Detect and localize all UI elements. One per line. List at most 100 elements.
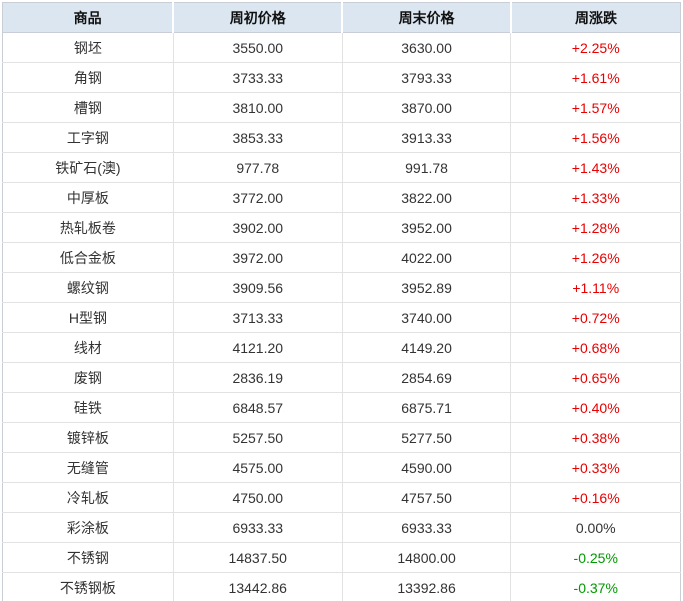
product-name: 螺纹钢 bbox=[2, 272, 174, 303]
week-start-price: 3909.56 bbox=[172, 272, 343, 303]
week-start-price: 3550.00 bbox=[172, 32, 343, 63]
week-end-price: 4590.00 bbox=[341, 452, 511, 483]
week-start-price: 3772.00 bbox=[172, 182, 343, 213]
product-name: 槽钢 bbox=[2, 92, 174, 123]
product-name: 无缝管 bbox=[2, 452, 174, 483]
week-start-price: 5257.50 bbox=[172, 422, 343, 453]
product-name: H型钢 bbox=[2, 302, 174, 333]
week-end-price: 3793.33 bbox=[341, 62, 511, 93]
weekly-change: +0.16% bbox=[510, 482, 681, 513]
table-row: 冷轧板 4750.00 4757.50 +0.16% bbox=[2, 482, 681, 513]
col-header-week-start-price: 周初价格 bbox=[172, 2, 343, 33]
product-name: 线材 bbox=[2, 332, 174, 363]
week-start-price: 3853.33 bbox=[172, 122, 343, 153]
table-row: 螺纹钢 3909.56 3952.89 +1.11% bbox=[2, 272, 681, 303]
weekly-change: +0.38% bbox=[510, 422, 681, 453]
week-end-price: 5277.50 bbox=[341, 422, 511, 453]
week-start-price: 4121.20 bbox=[172, 332, 343, 363]
table-row: H型钢 3713.33 3740.00 +0.72% bbox=[2, 302, 681, 333]
table-row: 角钢 3733.33 3793.33 +1.61% bbox=[2, 62, 681, 93]
week-start-price: 14837.50 bbox=[172, 542, 343, 573]
week-start-price: 3733.33 bbox=[172, 62, 343, 93]
product-name: 不锈钢 bbox=[2, 542, 174, 573]
week-end-price: 4149.20 bbox=[341, 332, 511, 363]
weekly-change: +0.33% bbox=[510, 452, 681, 483]
week-end-price: 4022.00 bbox=[341, 242, 511, 273]
product-name: 角钢 bbox=[2, 62, 174, 93]
product-name: 硅铁 bbox=[2, 392, 174, 423]
product-name: 中厚板 bbox=[2, 182, 174, 213]
weekly-change: +1.43% bbox=[510, 152, 681, 183]
week-start-price: 2836.19 bbox=[172, 362, 343, 393]
week-start-price: 3713.33 bbox=[172, 302, 343, 333]
table-row: 硅铁 6848.57 6875.71 +0.40% bbox=[2, 392, 681, 423]
weekly-change: -0.25% bbox=[510, 542, 681, 573]
weekly-change: +0.40% bbox=[510, 392, 681, 423]
weekly-change: +2.25% bbox=[510, 32, 681, 63]
week-start-price: 6848.57 bbox=[172, 392, 343, 423]
week-end-price: 3870.00 bbox=[341, 92, 511, 123]
table-row: 钢坯 3550.00 3630.00 +2.25% bbox=[2, 32, 681, 63]
table-row: 无缝管 4575.00 4590.00 +0.33% bbox=[2, 452, 681, 483]
table-row: 铁矿石(澳) 977.78 991.78 +1.43% bbox=[2, 152, 681, 183]
table-row: 热轧板卷 3902.00 3952.00 +1.28% bbox=[2, 212, 681, 243]
table-row: 废钢 2836.19 2854.69 +0.65% bbox=[2, 362, 681, 393]
week-end-price: 3952.89 bbox=[341, 272, 511, 303]
product-name: 冷轧板 bbox=[2, 482, 174, 513]
col-header-weekly-change: 周涨跌 bbox=[509, 2, 681, 33]
week-start-price: 3810.00 bbox=[172, 92, 343, 123]
weekly-change: +1.11% bbox=[510, 272, 681, 303]
week-end-price: 4757.50 bbox=[341, 482, 511, 513]
week-end-price: 6875.71 bbox=[341, 392, 511, 423]
product-name: 低合金板 bbox=[2, 242, 174, 273]
week-start-price: 3902.00 bbox=[172, 212, 343, 243]
week-start-price: 4750.00 bbox=[172, 482, 343, 513]
weekly-change: +1.26% bbox=[510, 242, 681, 273]
product-name: 镀锌板 bbox=[2, 422, 174, 453]
week-start-price: 13442.86 bbox=[172, 572, 343, 601]
week-start-price: 3972.00 bbox=[172, 242, 343, 273]
table-row: 中厚板 3772.00 3822.00 +1.33% bbox=[2, 182, 681, 213]
week-end-price: 3630.00 bbox=[341, 32, 511, 63]
col-header-product: 商品 bbox=[2, 2, 174, 33]
table-row: 槽钢 3810.00 3870.00 +1.57% bbox=[2, 92, 681, 123]
weekly-change: +1.56% bbox=[510, 122, 681, 153]
weekly-change: +1.57% bbox=[510, 92, 681, 123]
weekly-change: +0.65% bbox=[510, 362, 681, 393]
weekly-change: +1.61% bbox=[510, 62, 681, 93]
table-row: 不锈钢板 13442.86 13392.86 -0.37% bbox=[2, 572, 681, 601]
table-row: 不锈钢 14837.50 14800.00 -0.25% bbox=[2, 542, 681, 573]
week-end-price: 3740.00 bbox=[341, 302, 511, 333]
week-start-price: 6933.33 bbox=[172, 512, 343, 543]
week-end-price: 2854.69 bbox=[341, 362, 511, 393]
table-row: 工字钢 3853.33 3913.33 +1.56% bbox=[2, 122, 681, 153]
table-row: 镀锌板 5257.50 5277.50 +0.38% bbox=[2, 422, 681, 453]
table-body: 钢坯 3550.00 3630.00 +2.25% 角钢 3733.33 379… bbox=[2, 32, 681, 601]
weekly-change: 0.00% bbox=[510, 512, 681, 543]
week-end-price: 3913.33 bbox=[341, 122, 511, 153]
week-end-price: 13392.86 bbox=[341, 572, 511, 601]
week-end-price: 3822.00 bbox=[341, 182, 511, 213]
header-row: 商品 周初价格 周末价格 周涨跌 bbox=[2, 2, 681, 33]
week-end-price: 3952.00 bbox=[341, 212, 511, 243]
weekly-change: +0.68% bbox=[510, 332, 681, 363]
weekly-change: +0.72% bbox=[510, 302, 681, 333]
table-row: 线材 4121.20 4149.20 +0.68% bbox=[2, 332, 681, 363]
week-start-price: 4575.00 bbox=[172, 452, 343, 483]
product-name: 铁矿石(澳) bbox=[2, 152, 174, 183]
week-start-price: 977.78 bbox=[172, 152, 343, 183]
week-end-price: 991.78 bbox=[341, 152, 511, 183]
table-row: 彩涂板 6933.33 6933.33 0.00% bbox=[2, 512, 681, 543]
col-header-week-end-price: 周末价格 bbox=[341, 2, 511, 33]
week-end-price: 14800.00 bbox=[341, 542, 511, 573]
product-name: 工字钢 bbox=[2, 122, 174, 153]
product-name: 废钢 bbox=[2, 362, 174, 393]
product-name: 不锈钢板 bbox=[2, 572, 174, 601]
product-name: 彩涂板 bbox=[2, 512, 174, 543]
table-row: 低合金板 3972.00 4022.00 +1.26% bbox=[2, 242, 681, 273]
week-end-price: 6933.33 bbox=[341, 512, 511, 543]
weekly-change: +1.33% bbox=[510, 182, 681, 213]
product-name: 钢坯 bbox=[2, 32, 174, 63]
